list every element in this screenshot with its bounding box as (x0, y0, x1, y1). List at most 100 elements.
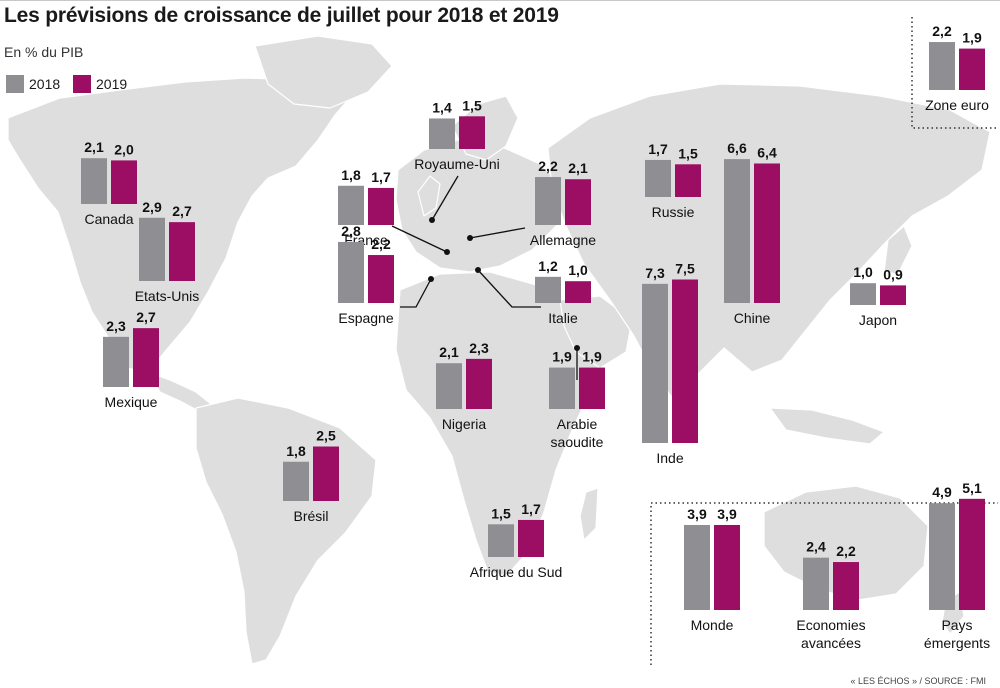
bar-group-allemagne: 2,2 2,1 Allemagne (530, 158, 596, 248)
value-label-inde-2018: 7,3 (645, 265, 665, 281)
value-label-afrique-du-sud-2019: 1,7 (521, 501, 541, 517)
leader-line-espagne (400, 278, 432, 308)
bar-group-italie: 1,2 1,0 Italie (535, 258, 591, 326)
chart-subtitle: En % du PIB (4, 44, 84, 60)
value-label-mexique-2018: 2,3 (106, 318, 126, 334)
marker-arabie (574, 345, 580, 351)
greenland-shape (254, 35, 393, 109)
bar-afrique-du-sud-2019 (518, 519, 544, 557)
bar-nigeria-2019 (466, 358, 492, 409)
category-label-royaume-uni: Royaume-Uni (414, 156, 500, 172)
value-label-monde-2019: 3,9 (717, 506, 737, 522)
value-label-economies-avancees-2018: 2,4 (806, 539, 826, 555)
legend-label-2019: 2019 (96, 76, 128, 92)
source-note: « LES ÉCHOS » / SOURCE : FMI (850, 676, 986, 686)
value-label-russie-2019: 1,5 (678, 145, 698, 161)
category-label-arabie-saoudite-1: Arabie (557, 416, 598, 432)
bar-group-russie: 1,7 1,5 Russie (645, 141, 701, 220)
value-label-espagne-2019: 2,2 (371, 236, 391, 252)
value-label-chine-2019: 6,4 (757, 144, 777, 160)
category-label-etats-unis: Etats-Unis (135, 288, 200, 304)
bar-monde-2019 (714, 524, 740, 610)
value-label-espagne-2018: 2,8 (341, 223, 361, 239)
bar-group-nigeria: 2,1 2,3 Nigeria (436, 340, 492, 432)
bar-mexique-2019 (133, 328, 159, 387)
category-label-nigeria: Nigeria (442, 416, 487, 432)
zone-euro-frame (911, 17, 998, 129)
bar-inde-2018 (642, 283, 668, 443)
value-label-chine-2018: 6,6 (727, 140, 747, 156)
category-label-canada: Canada (84, 211, 133, 227)
value-label-japon-2018: 1,0 (853, 264, 873, 280)
category-label-economies-avancees-2: avancées (801, 635, 861, 651)
value-label-afrique-du-sud-2018: 1,5 (491, 505, 511, 521)
bar-etats-unis-2018 (139, 217, 165, 281)
value-label-bresil-2018: 1,8 (286, 443, 306, 459)
bar-mexique-2018 (103, 336, 129, 387)
bar-zone-euro-2019 (959, 48, 985, 90)
bar-allemagne-2018 (535, 177, 561, 225)
bar-italie-2019 (565, 281, 591, 303)
chart-title: Les prévisions de croissance de juillet … (4, 4, 559, 27)
bar-canada-2018 (81, 158, 107, 204)
category-label-zone-euro: Zone euro (925, 97, 989, 113)
leader-line-italie (477, 269, 541, 308)
legend-item-2019: 2019 (73, 75, 127, 93)
value-label-mexique-2019: 2,7 (136, 309, 156, 325)
value-label-etats-unis-2018: 2,9 (142, 199, 162, 215)
bar-canada-2019 (111, 160, 137, 204)
bar-zone-euro-2018 (929, 42, 955, 90)
category-label-bresil: Brésil (293, 508, 328, 524)
bar-allemagne-2019 (565, 179, 591, 225)
bar-arabie-saoudite-2018 (549, 367, 575, 409)
value-label-bresil-2019: 2,5 (316, 428, 336, 444)
bar-afrique-du-sud-2018 (488, 524, 514, 557)
category-label-russie: Russie (652, 204, 695, 220)
bar-monde-2018 (684, 524, 710, 610)
value-label-arabie-saoudite-2018: 1,9 (552, 349, 572, 365)
bar-nigeria-2018 (436, 363, 462, 409)
marker-allemagne (467, 235, 473, 241)
value-label-pays-emergents-2018: 4,9 (932, 484, 952, 500)
legend-label-2018: 2018 (29, 76, 61, 92)
category-label-italie: Italie (548, 310, 578, 326)
bar-inde-2019 (672, 279, 698, 443)
category-label-allemagne: Allemagne (530, 232, 596, 248)
bar-group-monde: 3,9 3,9 Monde (684, 506, 740, 633)
bar-bresil-2018 (283, 461, 309, 501)
top-rule (0, 0, 1000, 1)
value-label-italie-2019: 1,0 (568, 262, 588, 278)
bar-espagne-2019 (368, 255, 394, 303)
leader-lines (391, 175, 578, 380)
category-label-monde: Monde (691, 617, 734, 633)
value-label-canada-2019: 2,0 (114, 141, 134, 157)
category-label-espagne: Espagne (338, 310, 393, 326)
value-label-france-2019: 1,7 (371, 169, 391, 185)
value-label-italie-2018: 1,2 (538, 258, 558, 274)
leader-line-france (391, 225, 448, 253)
marker-italie (475, 267, 481, 273)
value-label-royaume-uni-2019: 1,5 (462, 97, 482, 113)
value-label-pays-emergents-2019: 5,1 (962, 480, 982, 496)
bar-group-japon: 1,0 0,9 Japon (850, 264, 906, 328)
value-label-allemagne-2018: 2,2 (538, 158, 558, 174)
value-label-economies-avancees-2019: 2,2 (836, 543, 856, 559)
bar-group-espagne: 2,8 2,2 Espagne (338, 223, 394, 326)
bar-group-etats-unis: 2,9 2,7 Etats-Unis (135, 199, 200, 304)
bar-group-mexique: 2,3 2,7 Mexique (103, 309, 159, 410)
value-label-allemagne-2019: 2,1 (568, 160, 588, 176)
value-label-arabie-saoudite-2019: 1,9 (582, 349, 602, 365)
value-label-inde-2019: 7,5 (675, 261, 695, 277)
value-label-monde-2018: 3,9 (687, 506, 707, 522)
category-label-afrique-du-sud: Afrique du Sud (470, 564, 563, 580)
bar-russie-2019 (675, 164, 701, 197)
category-label-pays-emergents-2: émergents (924, 635, 990, 651)
category-label-economies-avancees-1: Economies (796, 617, 865, 633)
bar-group-chine: 6,6 6,4 Chine (724, 140, 780, 326)
category-label-mexique: Mexique (105, 394, 158, 410)
madagascar-shape (579, 487, 599, 541)
bar-group-pays-emergents: 4,9 5,1 Pays émergents (924, 480, 990, 651)
value-label-russie-2018: 1,7 (648, 141, 668, 157)
value-label-etats-unis-2019: 2,7 (172, 203, 192, 219)
